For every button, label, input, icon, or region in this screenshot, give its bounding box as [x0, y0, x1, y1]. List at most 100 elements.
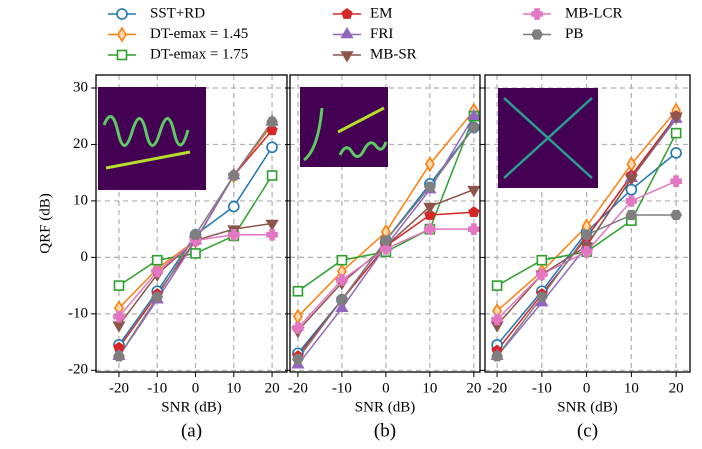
x-tick-label: -10: [147, 380, 167, 396]
legend-label: MB-SR: [370, 46, 417, 62]
legend-label: MB-LCR: [565, 5, 623, 21]
insets: [98, 87, 598, 190]
marker: [266, 170, 278, 181]
y-tick-label: -10: [68, 305, 88, 321]
marker: [379, 235, 392, 246]
legend-marker: [531, 8, 543, 20]
x-tick-label: 10: [226, 380, 241, 396]
marker: [670, 175, 682, 187]
marker: [292, 285, 304, 297]
marker: [670, 209, 683, 221]
marker: [491, 313, 503, 326]
marker: [151, 254, 163, 266]
x-tick-label: 20: [669, 380, 684, 396]
marker: [669, 112, 683, 124]
marker: [335, 300, 349, 312]
marker: [151, 265, 164, 278]
marker: [266, 116, 278, 127]
marker: [536, 268, 548, 281]
x-tick-label: -10: [532, 380, 552, 396]
marker: [424, 156, 435, 173]
marker: [266, 124, 278, 136]
x-tick-label: 10: [422, 380, 437, 396]
legend-label: SST+RD: [150, 5, 205, 21]
marker: [151, 291, 164, 303]
panel-label: (c): [577, 420, 598, 441]
x-axis-label: SNR (dB): [355, 399, 415, 415]
legend-label: FRI: [370, 26, 393, 42]
marker: [336, 254, 348, 266]
axes-frame: [484, 74, 691, 373]
marker: [227, 200, 240, 213]
panel: -20 -10 0 10 20 -20 -10 0 10 20 30 SNR (dB) (a) QRF (…: [37, 74, 288, 441]
x-tick-label: 0: [583, 380, 591, 396]
x-tick-label: -20: [288, 380, 308, 396]
marker: [265, 219, 279, 232]
marker: [336, 274, 348, 286]
inset-curve: [303, 107, 324, 162]
series-markers: [291, 102, 481, 369]
legend-marker: [341, 8, 353, 19]
x-axis-label: SNR (dB): [557, 399, 617, 415]
marker: [292, 308, 303, 325]
marker: [625, 183, 638, 196]
marker: [266, 228, 278, 241]
legend-label: PB: [565, 26, 583, 42]
marker: [467, 108, 481, 121]
marker: [113, 280, 125, 291]
marker: [424, 209, 436, 220]
inset-a: [98, 87, 206, 190]
y-tick-label: 10: [73, 192, 88, 208]
x-tick-label: 0: [382, 380, 390, 396]
legend-marker: [116, 49, 128, 61]
marker: [491, 280, 503, 291]
marker: [670, 127, 682, 139]
legend-marker: [116, 8, 128, 20]
x-tick-label: -20: [487, 380, 507, 396]
inset-curve: [337, 106, 385, 134]
marker: [468, 206, 480, 218]
x-tick-label: 10: [624, 380, 639, 396]
axes-frame: [289, 74, 481, 373]
series-markers: [112, 114, 279, 362]
marker: [468, 223, 480, 235]
marker: [113, 310, 125, 323]
marker: [423, 181, 436, 192]
x-axis-label: SNR (dB): [161, 399, 221, 415]
y-axis-label: QRF (dB): [37, 193, 53, 253]
legend-label: EM: [370, 5, 393, 21]
x-tick-label: 0: [192, 380, 200, 396]
y-tick-label: 0: [81, 249, 89, 265]
marker: [580, 229, 593, 240]
marker: [423, 202, 437, 215]
series-markers: [490, 102, 683, 362]
x-tick-label: -20: [109, 380, 129, 396]
marker: [190, 248, 201, 259]
inset-curve: [105, 150, 191, 170]
inset-b: [300, 87, 388, 167]
marker: [625, 209, 638, 221]
marker: [266, 141, 278, 154]
marker: [580, 245, 593, 258]
marker: [113, 351, 125, 362]
marker: [535, 291, 548, 303]
marker: [536, 254, 548, 266]
marker: [424, 223, 436, 235]
x-tick-label: 20: [466, 380, 481, 396]
panel-label: (b): [374, 420, 396, 441]
legend-marker: [340, 51, 354, 63]
marker: [189, 229, 202, 240]
marker: [380, 243, 392, 255]
marker: [291, 353, 304, 365]
marker: [624, 174, 638, 186]
marker: [227, 170, 240, 181]
x-tick-label: -10: [332, 380, 352, 396]
inset-curve: [338, 141, 388, 158]
marker: [491, 351, 504, 362]
legend-marker: [340, 26, 354, 39]
marker: [227, 228, 240, 241]
inset-curve: [503, 97, 593, 179]
panel: -20 -10 0 10 20 SNR (dB) (b): [285, 74, 481, 441]
marker: [467, 122, 480, 133]
